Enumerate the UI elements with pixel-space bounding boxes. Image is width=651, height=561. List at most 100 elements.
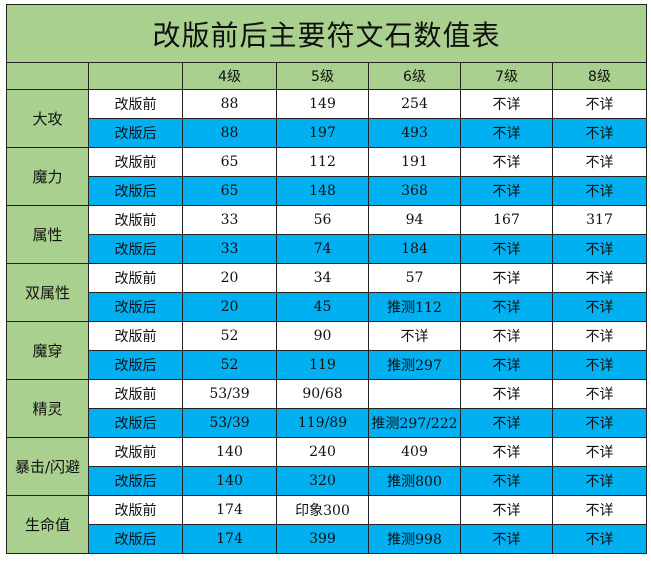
value-cell-level-7[interactable]: 不详 (460, 118, 553, 148)
value-cell-level-4[interactable]: 20 (182, 292, 277, 322)
value-cell-level-5[interactable]: 399 (276, 524, 369, 554)
value-cell-level-4[interactable]: 174 (182, 524, 277, 554)
label-cell-before[interactable]: 改版前 (88, 321, 183, 351)
category-cell[interactable]: 暴击/闪避 (6, 437, 89, 496)
value-cell-level-5[interactable]: 56 (276, 205, 369, 235)
value-cell-level-6[interactable] (368, 495, 461, 525)
value-cell-level-7[interactable]: 不详 (460, 321, 553, 351)
value-cell-level-7[interactable]: 不详 (460, 234, 553, 264)
value-cell-level-6[interactable]: 94 (368, 205, 461, 235)
label-cell-before[interactable]: 改版前 (88, 437, 183, 467)
value-cell-level-4[interactable]: 140 (182, 466, 277, 496)
value-cell-level-7[interactable]: 不详 (460, 176, 553, 206)
value-cell-level-5[interactable]: 119/89 (276, 408, 369, 438)
category-cell[interactable]: 魔力 (6, 147, 89, 206)
value-cell-level-6[interactable]: 409 (368, 437, 461, 467)
value-cell-level-4[interactable]: 53/39 (182, 379, 277, 409)
value-cell-level-8[interactable]: 不详 (552, 408, 647, 438)
value-cell-level-8[interactable]: 不详 (552, 495, 647, 525)
value-cell-level-5[interactable]: 149 (276, 89, 369, 119)
value-cell-level-7[interactable]: 不详 (460, 147, 553, 177)
value-cell-level-5[interactable]: 90/68 (276, 379, 369, 409)
value-cell-level-7[interactable]: 不详 (460, 524, 553, 554)
value-cell-level-6[interactable]: 254 (368, 89, 461, 119)
header-cell-level-4[interactable]: 4级 (182, 62, 277, 90)
label-cell-after[interactable]: 改版后 (88, 466, 183, 496)
value-cell-level-6[interactable]: 191 (368, 147, 461, 177)
value-cell-level-8[interactable]: 不详 (552, 89, 647, 119)
value-cell-level-6[interactable]: 推测297 (368, 350, 461, 380)
label-cell-before[interactable]: 改版前 (88, 495, 183, 525)
value-cell-level-6[interactable] (368, 379, 461, 409)
value-cell-level-7[interactable]: 不详 (460, 437, 553, 467)
value-cell-level-7[interactable]: 不详 (460, 263, 553, 293)
value-cell-level-8[interactable]: 不详 (552, 147, 647, 177)
value-cell-level-8[interactable]: 不详 (552, 118, 647, 148)
value-cell-level-6[interactable]: 推测998 (368, 524, 461, 554)
value-cell-level-6[interactable]: 57 (368, 263, 461, 293)
label-cell-before[interactable]: 改版前 (88, 205, 183, 235)
value-cell-level-7[interactable]: 167 (460, 205, 553, 235)
header-cell-blank-1[interactable] (6, 62, 89, 90)
value-cell-level-5[interactable]: 45 (276, 292, 369, 322)
header-cell-level-6[interactable]: 6级 (368, 62, 461, 90)
value-cell-level-7[interactable]: 不详 (460, 350, 553, 380)
value-cell-level-5[interactable]: 34 (276, 263, 369, 293)
value-cell-level-4[interactable]: 52 (182, 350, 277, 380)
value-cell-level-4[interactable]: 53/39 (182, 408, 277, 438)
value-cell-level-8[interactable]: 不详 (552, 524, 647, 554)
label-cell-after[interactable]: 改版后 (88, 524, 183, 554)
label-cell-after[interactable]: 改版后 (88, 350, 183, 380)
label-cell-after[interactable]: 改版后 (88, 176, 183, 206)
label-cell-after[interactable]: 改版后 (88, 234, 183, 264)
header-cell-level-7[interactable]: 7级 (460, 62, 553, 90)
value-cell-level-4[interactable]: 20 (182, 263, 277, 293)
label-cell-before[interactable]: 改版前 (88, 89, 183, 119)
category-cell[interactable]: 生命值 (6, 495, 89, 554)
value-cell-level-5[interactable]: 印象300 (276, 495, 369, 525)
value-cell-level-8[interactable]: 不详 (552, 176, 647, 206)
value-cell-level-4[interactable]: 65 (182, 176, 277, 206)
label-cell-before[interactable]: 改版前 (88, 263, 183, 293)
value-cell-level-8[interactable]: 不详 (552, 321, 647, 351)
value-cell-level-7[interactable]: 不详 (460, 379, 553, 409)
category-cell[interactable]: 双属性 (6, 263, 89, 322)
value-cell-level-5[interactable]: 74 (276, 234, 369, 264)
value-cell-level-6[interactable]: 493 (368, 118, 461, 148)
value-cell-level-7[interactable]: 不详 (460, 408, 553, 438)
value-cell-level-8[interactable]: 不详 (552, 437, 647, 467)
table-title[interactable]: 改版前后主要符文石数值表 (6, 4, 647, 63)
value-cell-level-6[interactable]: 184 (368, 234, 461, 264)
value-cell-level-8[interactable]: 不详 (552, 263, 647, 293)
category-cell[interactable]: 精灵 (6, 379, 89, 438)
category-cell[interactable]: 魔穿 (6, 321, 89, 380)
value-cell-level-7[interactable]: 不详 (460, 89, 553, 119)
value-cell-level-8[interactable]: 不详 (552, 234, 647, 264)
value-cell-level-4[interactable]: 52 (182, 321, 277, 351)
label-cell-before[interactable]: 改版前 (88, 147, 183, 177)
value-cell-level-4[interactable]: 88 (182, 89, 277, 119)
header-cell-blank-2[interactable] (88, 62, 183, 90)
value-cell-level-6[interactable]: 不详 (368, 321, 461, 351)
value-cell-level-4[interactable]: 174 (182, 495, 277, 525)
value-cell-level-4[interactable]: 65 (182, 147, 277, 177)
value-cell-level-8[interactable]: 317 (552, 205, 647, 235)
label-cell-after[interactable]: 改版后 (88, 118, 183, 148)
value-cell-level-6[interactable]: 368 (368, 176, 461, 206)
value-cell-level-4[interactable]: 33 (182, 234, 277, 264)
value-cell-level-5[interactable]: 119 (276, 350, 369, 380)
value-cell-level-8[interactable]: 不详 (552, 350, 647, 380)
label-cell-before[interactable]: 改版前 (88, 379, 183, 409)
value-cell-level-6[interactable]: 推测297/222 (368, 408, 461, 438)
value-cell-level-5[interactable]: 90 (276, 321, 369, 351)
value-cell-level-7[interactable]: 不详 (460, 495, 553, 525)
header-cell-level-5[interactable]: 5级 (276, 62, 369, 90)
label-cell-after[interactable]: 改版后 (88, 292, 183, 322)
value-cell-level-8[interactable]: 不详 (552, 292, 647, 322)
value-cell-level-4[interactable]: 140 (182, 437, 277, 467)
value-cell-level-4[interactable]: 33 (182, 205, 277, 235)
value-cell-level-5[interactable]: 148 (276, 176, 369, 206)
value-cell-level-5[interactable]: 112 (276, 147, 369, 177)
category-cell[interactable]: 大攻 (6, 89, 89, 148)
value-cell-level-8[interactable]: 不详 (552, 379, 647, 409)
